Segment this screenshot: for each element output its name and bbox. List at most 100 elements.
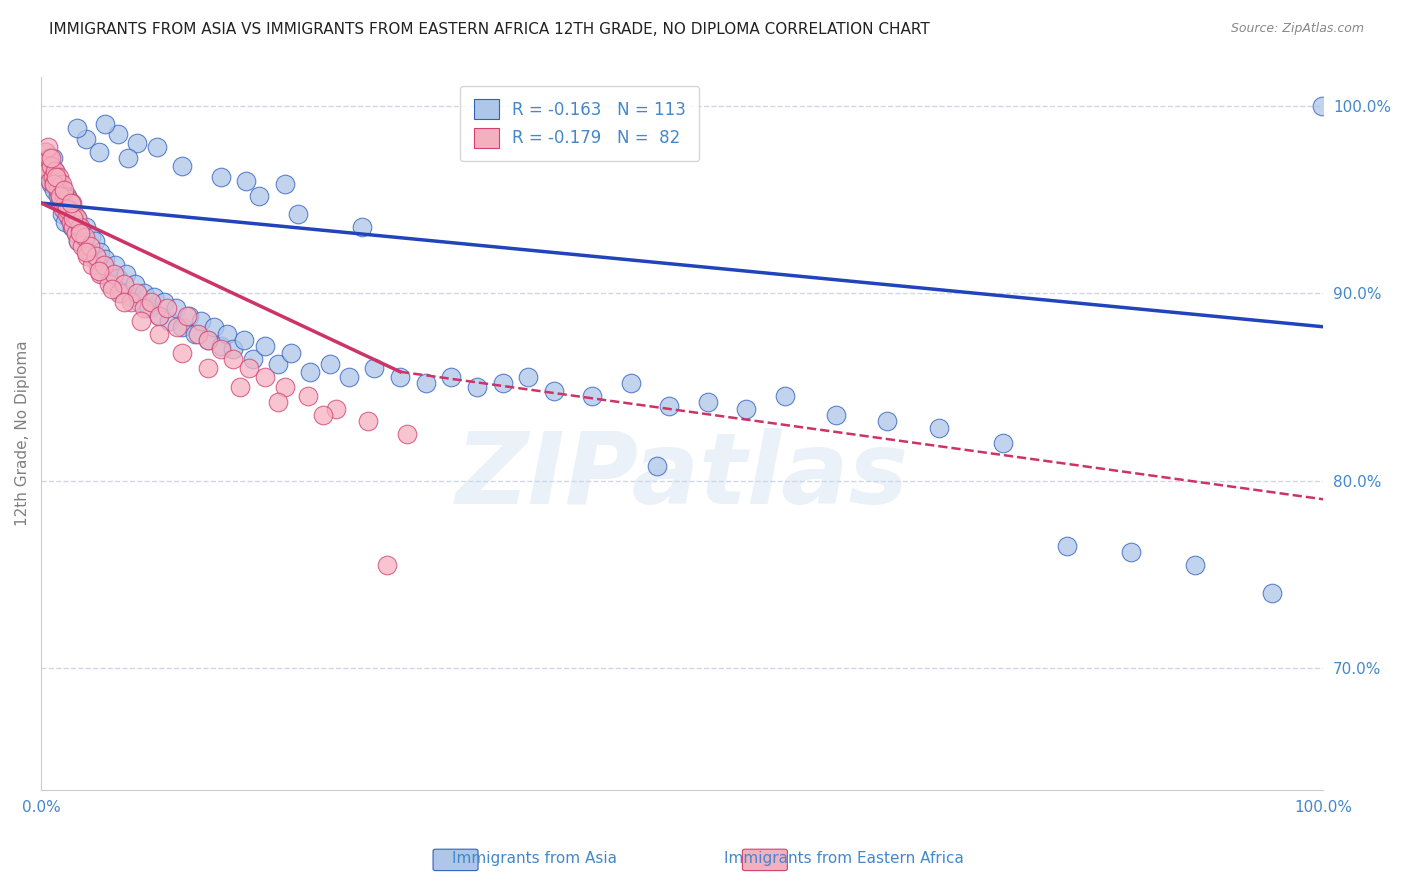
Point: [67, 234, 90, 248]
Point: [58, 202, 80, 216]
Point: [49, 183, 72, 197]
Point: [75, 244, 97, 259]
Point: [77, 244, 100, 259]
Point: [65, 226, 87, 240]
Point: [395, 426, 418, 441]
Point: [876, 413, 898, 427]
Point: [89, 267, 111, 281]
Point: [45, 178, 67, 192]
Point: [70, 239, 93, 253]
Point: [190, 314, 212, 328]
Point: [45, 173, 67, 187]
Point: [75, 132, 97, 146]
Point: [53, 183, 76, 197]
Point: [415, 376, 437, 390]
Point: [41, 151, 63, 165]
Point: [80, 229, 103, 244]
Point: [114, 277, 136, 291]
Point: [98, 277, 121, 291]
Point: [148, 327, 170, 342]
Point: [66, 121, 89, 136]
Point: [38, 154, 60, 169]
Point: [620, 376, 643, 390]
Point: [100, 277, 122, 291]
Point: [62, 207, 84, 221]
Point: [97, 263, 120, 277]
Point: [42, 183, 65, 197]
Point: [238, 361, 260, 376]
Point: [41, 151, 63, 165]
Point: [55, 202, 77, 216]
Point: [645, 458, 668, 473]
Point: [75, 220, 97, 235]
Point: [89, 244, 111, 259]
Point: [94, 117, 117, 131]
Point: [492, 376, 515, 390]
Point: [56, 192, 79, 206]
Point: [37, 164, 59, 178]
Legend: R = -0.163   N = 113, R = -0.179   N =  82: R = -0.163 N = 113, R = -0.179 N = 82: [460, 86, 699, 161]
Point: [52, 202, 75, 216]
Point: [242, 351, 264, 366]
Point: [202, 319, 225, 334]
Point: [148, 309, 170, 323]
Y-axis label: 12th Grade, No Diploma: 12th Grade, No Diploma: [15, 341, 30, 526]
Point: [363, 361, 385, 376]
Point: [120, 290, 142, 304]
Point: [34, 145, 56, 160]
Point: [274, 380, 297, 394]
Point: [177, 309, 200, 323]
Text: ZIPatlas: ZIPatlas: [456, 428, 908, 524]
Point: [53, 188, 76, 202]
Point: [107, 127, 129, 141]
Point: [186, 327, 208, 342]
Point: [86, 258, 108, 272]
Text: IMMIGRANTS FROM ASIA VS IMMIGRANTS FROM EASTERN AFRICA 12TH GRADE, NO DIPLOMA CO: IMMIGRANTS FROM ASIA VS IMMIGRANTS FROM …: [49, 22, 929, 37]
Point: [440, 370, 463, 384]
Point: [166, 319, 188, 334]
Point: [165, 301, 187, 315]
Point: [735, 402, 758, 417]
Point: [114, 267, 136, 281]
Point: [103, 267, 125, 281]
Point: [93, 258, 115, 272]
Point: [51, 207, 73, 221]
Point: [825, 408, 848, 422]
Point: [46, 188, 69, 202]
Point: [132, 286, 155, 301]
Point: [37, 140, 59, 154]
Point: [287, 207, 309, 221]
Point: [312, 408, 335, 422]
Point: [517, 370, 540, 384]
Point: [1056, 539, 1078, 553]
Point: [141, 295, 163, 310]
Point: [325, 402, 347, 417]
Point: [84, 234, 107, 248]
Point: [120, 295, 142, 310]
Point: [138, 301, 160, 315]
Point: [129, 314, 152, 328]
Point: [581, 389, 603, 403]
Point: [124, 277, 146, 291]
Text: Source: ZipAtlas.com: Source: ZipAtlas.com: [1230, 22, 1364, 36]
Point: [73, 229, 96, 244]
Point: [53, 202, 76, 216]
Point: [229, 380, 252, 394]
Point: [100, 282, 122, 296]
Point: [318, 357, 340, 371]
Point: [59, 215, 82, 229]
Point: [44, 164, 66, 178]
Point: [172, 346, 194, 360]
Point: [197, 361, 219, 376]
Point: [62, 220, 84, 235]
Point: [37, 169, 59, 184]
Point: [62, 211, 84, 225]
Point: [267, 357, 290, 371]
Point: [209, 338, 232, 352]
Point: [55, 196, 77, 211]
Point: [55, 215, 77, 229]
Point: [87, 145, 110, 160]
Point: [132, 301, 155, 315]
Point: [156, 301, 179, 315]
Point: [172, 159, 194, 173]
